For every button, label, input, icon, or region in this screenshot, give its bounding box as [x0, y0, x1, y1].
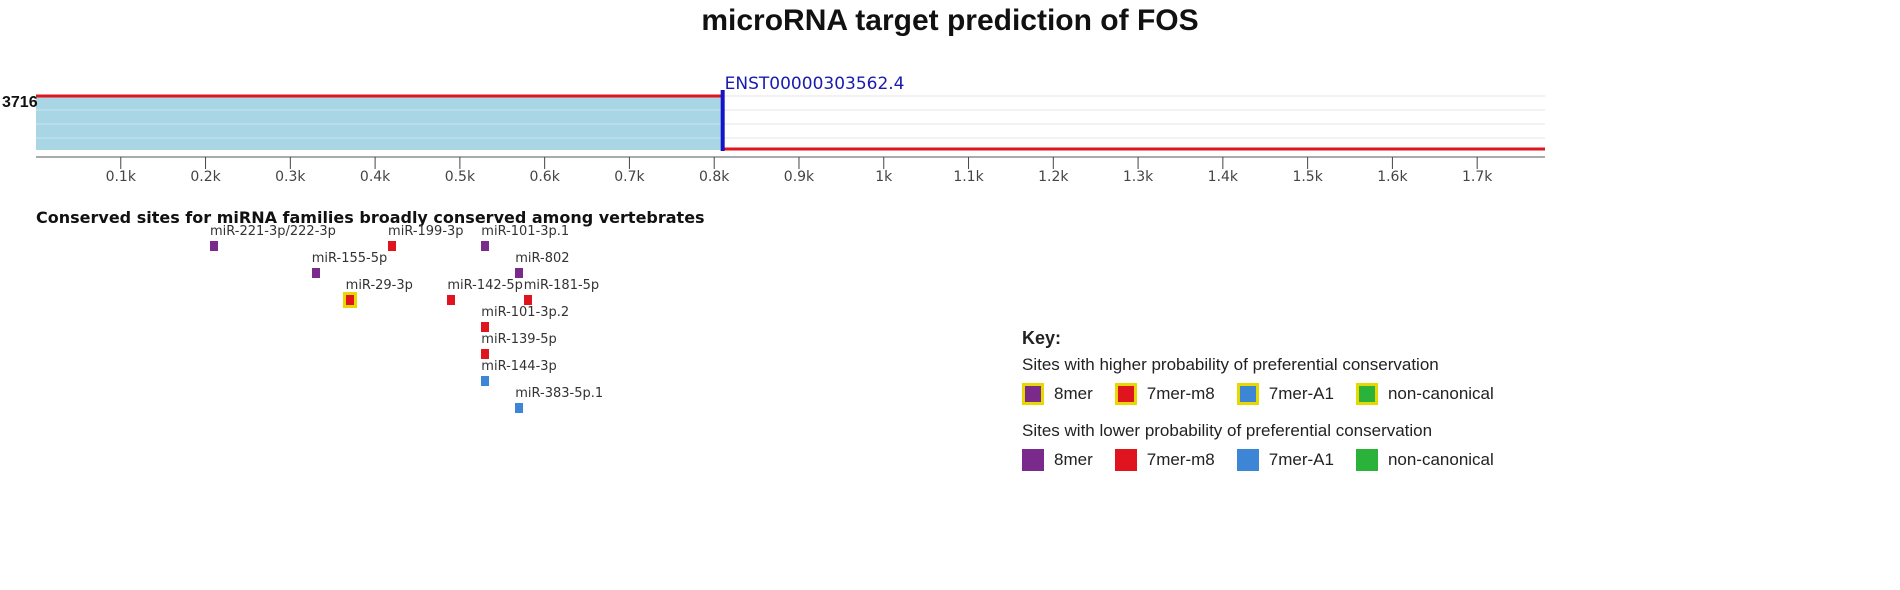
axis-tick-label: 1.6k	[1377, 169, 1408, 185]
key-label: 7mer-A1	[1268, 384, 1334, 403]
axis-tick-label: 0.7k	[614, 169, 645, 185]
site-marker[interactable]	[210, 241, 219, 251]
site-label: miR-144-3p	[481, 359, 557, 374]
site-marker[interactable]	[481, 376, 490, 386]
key-swatch	[1236, 383, 1259, 405]
axis-tick-label: 1k	[875, 169, 893, 185]
site-marker[interactable]	[447, 295, 456, 305]
site-label: miR-181-5p	[523, 278, 600, 293]
key-label: 8mer	[1054, 384, 1093, 403]
axis-tick-label: 1.3k	[1123, 169, 1154, 185]
key-swatch	[1236, 449, 1259, 471]
key-row-lower: 8mer 7mer-m8 7mer-A1 non-canonical	[1022, 449, 1516, 471]
sites-section-title: Conserved sites for miRNA families broad…	[36, 208, 705, 227]
axis-tick-label: 0.5k	[445, 169, 476, 185]
key-label: 8mer	[1054, 450, 1093, 469]
site-marker[interactable]	[515, 268, 524, 278]
page-title: microRNA target prediction of FOS	[701, 4, 1199, 37]
key-item: non-canonical	[1355, 383, 1494, 405]
key-swatch	[1022, 383, 1044, 405]
key-swatch	[1114, 449, 1137, 471]
key-item: 7mer-m8	[1114, 449, 1215, 471]
site-marker[interactable]	[481, 349, 490, 359]
key-title: Key:	[1022, 328, 1062, 348]
axis-tick-label: 1.7k	[1462, 169, 1493, 185]
axis-tick-label: 0.6k	[529, 169, 560, 185]
key-item: 7mer-m8	[1114, 383, 1215, 405]
axis-tick-label: 1.5k	[1292, 169, 1323, 185]
axis-tick-label: 0.2k	[190, 169, 221, 185]
axis-tick-label: 1.1k	[953, 169, 984, 185]
key-swatch	[1022, 449, 1044, 471]
utr-fill	[36, 96, 723, 150]
site-marker[interactable]	[523, 295, 532, 305]
legend-key: Key: Sites with higher probability of pr…	[1022, 328, 1516, 487]
key-label: 7mer-m8	[1146, 450, 1215, 469]
site-label: miR-199-3p	[388, 224, 464, 239]
key-item: 7mer-A1	[1236, 449, 1334, 471]
axis-tick-label: 0.4k	[360, 169, 391, 185]
axis-tick-label: 0.3k	[275, 169, 306, 185]
key-item: 8mer	[1022, 449, 1093, 471]
key-swatch	[1355, 449, 1378, 471]
key-higher-heading: Sites with higher probability of prefere…	[1022, 355, 1439, 374]
key-swatch	[1114, 383, 1137, 405]
site-marker[interactable]	[515, 403, 524, 413]
site-label: miR-29-3p	[345, 278, 413, 293]
key-swatch	[1355, 383, 1378, 405]
site-label: miR-383-5p.1	[515, 386, 604, 401]
axis-tick-label: 1.4k	[1208, 169, 1239, 185]
utr-length-label: 3716	[2, 94, 38, 111]
site-marker[interactable]	[311, 268, 320, 278]
key-label: non-canonical	[1387, 384, 1494, 403]
transcript-id-link[interactable]: ENST00000303562.4	[724, 74, 905, 94]
key-item: non-canonical	[1355, 449, 1494, 471]
site-marker[interactable]	[388, 241, 397, 251]
key-row-higher: 8mer 7mer-m8 7mer-A1 non-canonical	[1022, 383, 1516, 405]
site-label: miR-155-5p	[311, 251, 388, 266]
site-marker[interactable]	[481, 322, 490, 332]
key-lower-heading: Sites with lower probability of preferen…	[1022, 421, 1433, 440]
site-marker[interactable]	[481, 241, 490, 251]
axis-tick-label: 1.2k	[1038, 169, 1069, 185]
site-label: miR-142-5p	[447, 278, 523, 293]
key-item: 7mer-A1	[1236, 383, 1334, 405]
site-label: miR-101-3p.2	[481, 305, 570, 320]
site-label: miR-221-3p/222-3p	[210, 224, 336, 239]
position-axis: 0.1k 0.2k 0.3k 0.4k 0.5k 0.6k 0.7k 0.8k 0.9k 1k 1.…	[36, 156, 1545, 185]
site-label: miR-139-5p	[481, 332, 557, 347]
axis-tick-label: 0.1k	[106, 169, 137, 185]
site-label: miR-101-3p.1	[481, 224, 570, 239]
key-item: 8mer	[1022, 383, 1093, 405]
site-marker[interactable]	[342, 292, 357, 308]
site-label: miR-802	[515, 251, 570, 266]
key-label: non-canonical	[1387, 450, 1494, 469]
utr-track	[36, 90, 1545, 151]
axis-tick-label: 0.8k	[699, 169, 730, 185]
key-label: 7mer-A1	[1268, 450, 1334, 469]
key-label: 7mer-m8	[1146, 384, 1215, 403]
axis-tick-label: 0.9k	[784, 169, 815, 185]
